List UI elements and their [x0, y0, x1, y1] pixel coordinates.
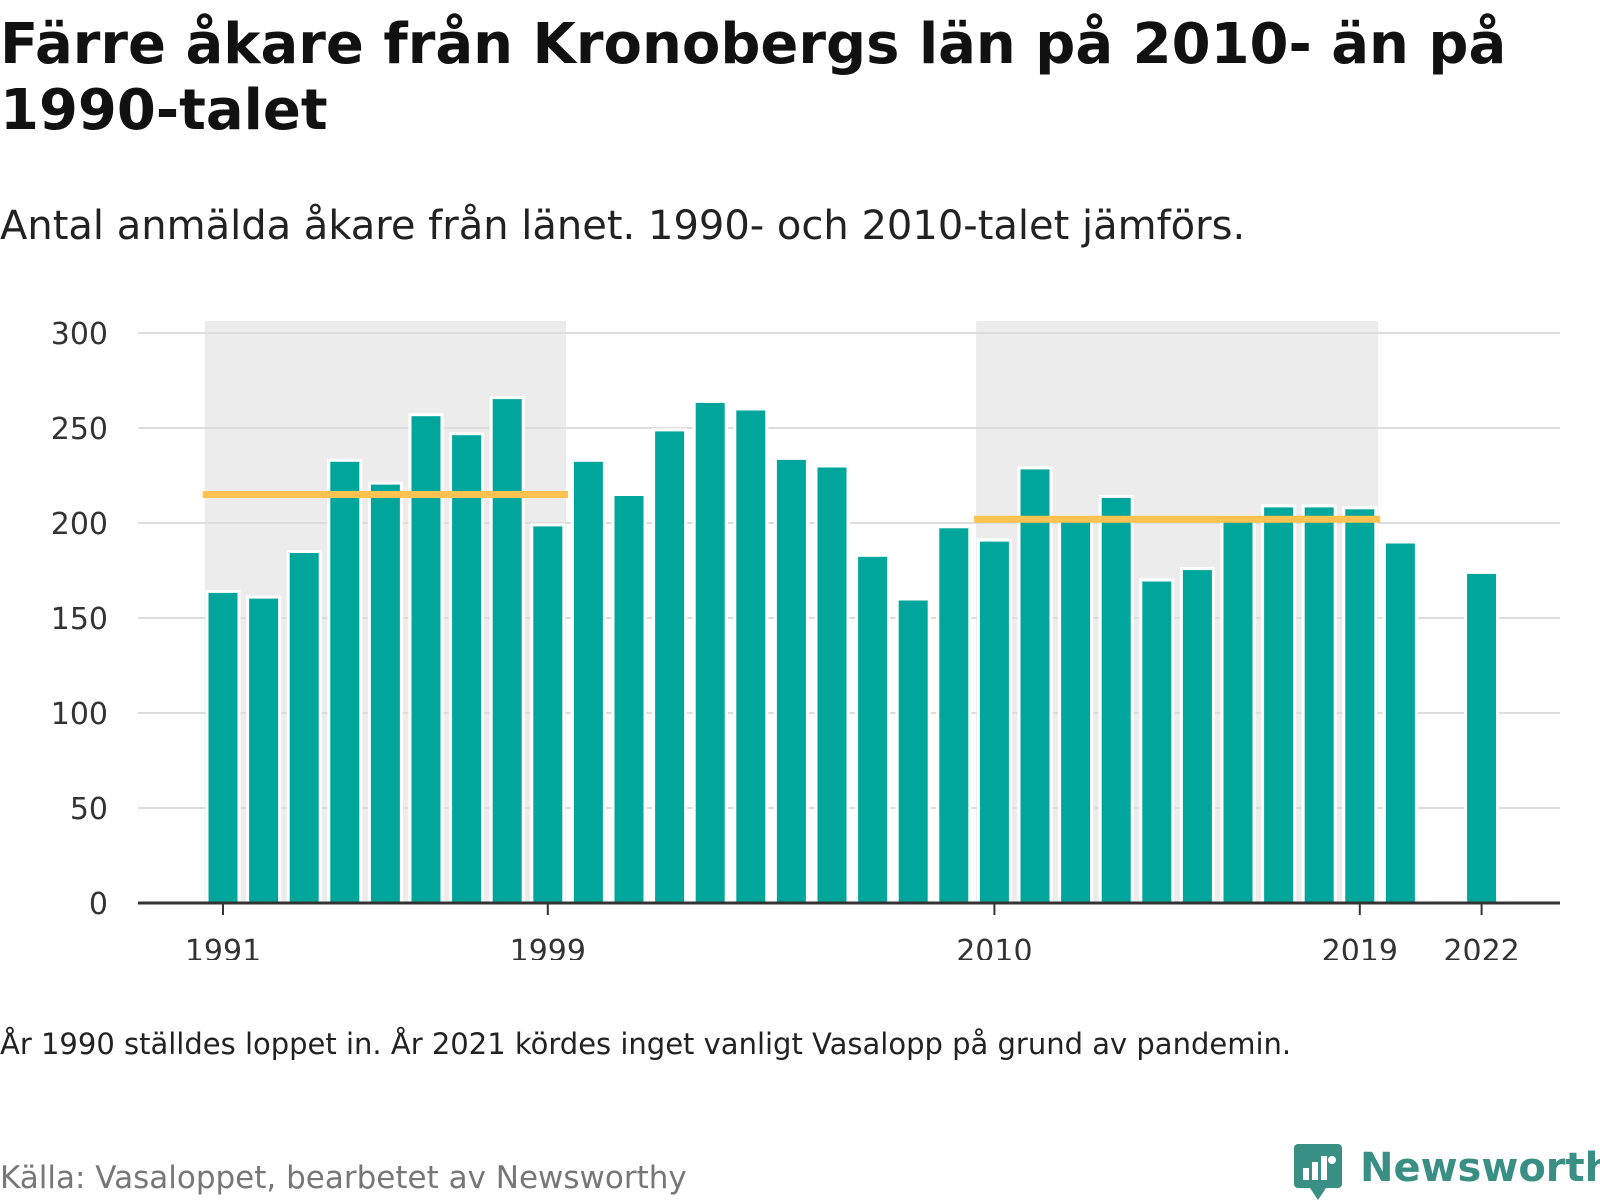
x-tick-label-2010: 2010: [956, 934, 1032, 960]
bar-2011: [1017, 466, 1053, 905]
bar-2013: [1098, 494, 1134, 905]
y-tick-label-50: 50: [70, 792, 108, 827]
y-tick-label-250: 250: [51, 412, 108, 447]
bars: [205, 396, 1500, 905]
bar-2009: [936, 525, 972, 905]
x-tick-label-1999: 1999: [510, 934, 586, 960]
x-tick-label-2019: 2019: [1322, 934, 1398, 960]
bar-2012: [1058, 515, 1094, 905]
bar-1996: [408, 413, 444, 905]
chart-subtitle: Antal anmälda åkare från länet. 1990- oc…: [0, 203, 1246, 249]
y-tick-label-300: 300: [51, 317, 108, 352]
bar-2008: [895, 597, 931, 905]
bar-1992: [246, 595, 282, 905]
x-tick-label-1991: 1991: [185, 934, 261, 960]
bar-2019: [1342, 506, 1378, 905]
bar-2017: [1261, 504, 1297, 905]
average-lines: [202, 491, 1381, 523]
x-axis: 1991 1999 2010 2019 2022: [138, 901, 1560, 960]
bar-2006: [814, 464, 850, 905]
bar-1993: [286, 550, 322, 905]
bar-2016: [1220, 515, 1256, 905]
bar-2018: [1301, 504, 1337, 905]
bar-2014: [1139, 578, 1175, 905]
bar-1997: [449, 432, 485, 905]
bar-2022: [1464, 570, 1500, 905]
y-tick-label-150: 150: [51, 602, 108, 637]
bar-2004: [733, 407, 769, 905]
y-tick-label-200: 200: [51, 507, 108, 542]
bar-1999: [530, 523, 566, 905]
bar-chart: 0 50 100 150 200 250 300 1991 1999 2010 2019 2022: [51, 317, 1560, 960]
bar-2015: [1179, 567, 1215, 905]
source-credit: Källa: Vasaloppet, bearbetet av Newswort…: [0, 1160, 687, 1196]
chart-note: År 1990 ställdes loppet in. År 2021 körd…: [0, 1027, 1292, 1061]
bar-2002: [652, 428, 688, 905]
newsworthy-logo-icon: [1294, 1144, 1342, 1200]
y-tick-label-0: 0: [89, 887, 108, 922]
bar-2000: [570, 458, 606, 905]
chart-title: Färre åkare från Kronobergs län på 2010-…: [0, 12, 1507, 143]
bar-2010: [976, 538, 1012, 905]
x-tick-label-2022: 2022: [1443, 934, 1519, 960]
bar-2020: [1382, 540, 1418, 905]
bar-1991: [205, 589, 241, 905]
bar-1994: [327, 458, 363, 905]
y-axis-labels: 0 50 100 150 200 250 300: [51, 317, 108, 922]
y-tick-label-100: 100: [51, 697, 108, 732]
bar-1995: [367, 481, 403, 905]
bar-2005: [773, 456, 809, 905]
brand-name: Newsworthy: [1360, 1145, 1600, 1191]
bar-1998: [489, 396, 525, 905]
bar-2003: [692, 399, 728, 905]
bar-2007: [855, 553, 891, 905]
bar-2001: [611, 493, 647, 905]
